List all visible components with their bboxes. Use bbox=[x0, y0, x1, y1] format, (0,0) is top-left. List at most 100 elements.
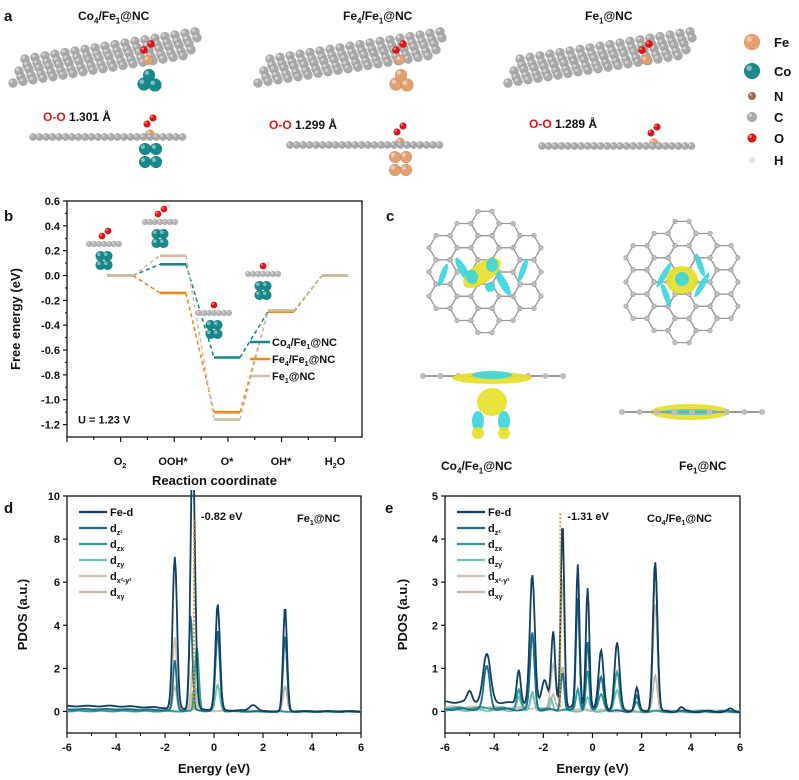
carbon-atom bbox=[759, 409, 765, 415]
isosurface-lobe bbox=[477, 388, 507, 416]
carbon-atom bbox=[475, 305, 481, 311]
panel-label-e: e bbox=[385, 500, 394, 517]
y-tick-label: 10 bbox=[48, 491, 60, 503]
carbon-atom bbox=[489, 330, 495, 336]
carbon-atom bbox=[489, 305, 495, 311]
structure-title-co4fe1: Co4/Fe1@NC bbox=[78, 9, 150, 26]
x-axis-label: Reaction coordinate bbox=[152, 473, 277, 488]
isosurface-lobe bbox=[675, 272, 689, 286]
legend-label: O bbox=[774, 131, 784, 146]
y-tick-label: 0.4 bbox=[45, 221, 61, 233]
legend-entry: dxy bbox=[79, 587, 125, 601]
carbon-atom bbox=[651, 230, 657, 237]
carbon-atom bbox=[468, 220, 474, 227]
carbon-atom bbox=[707, 279, 713, 285]
charge-density-fe1-side bbox=[619, 404, 765, 420]
x-category-label: OH* bbox=[271, 456, 293, 468]
carbon-atom bbox=[728, 315, 734, 321]
y-tick-label: 0.6 bbox=[45, 196, 60, 208]
graphene-side-view bbox=[286, 141, 444, 149]
fe-site-atom bbox=[394, 54, 406, 66]
carbon-atom bbox=[728, 243, 734, 249]
carbon-atom bbox=[475, 208, 481, 214]
graphene-top-view bbox=[503, 26, 697, 88]
oxygen-atom bbox=[149, 114, 157, 122]
carbon-ring bbox=[512, 234, 542, 261]
cluster-atom bbox=[149, 142, 163, 156]
carbon-atom bbox=[517, 233, 523, 239]
x-tick-label: 2 bbox=[639, 742, 645, 754]
pdos-curve-dx2-y2 bbox=[444, 579, 741, 714]
carbon-atom bbox=[686, 340, 692, 346]
plot-frame bbox=[66, 200, 363, 438]
carbon-atom bbox=[447, 305, 453, 311]
carbon-atom bbox=[454, 269, 460, 275]
intermediate-model bbox=[85, 227, 123, 271]
carbon-atom bbox=[538, 245, 544, 251]
carbon-atom bbox=[433, 257, 439, 263]
carbon-atom bbox=[672, 340, 678, 346]
pdos-curve-Fe-d bbox=[444, 527, 741, 714]
oxygen-atom bbox=[139, 46, 148, 55]
carbon-atom bbox=[510, 269, 516, 275]
legend-label: H bbox=[774, 153, 783, 168]
structures-panel-a bbox=[8, 26, 697, 177]
carbon-atom bbox=[531, 281, 537, 287]
panel-label-b: b bbox=[4, 208, 14, 225]
y-axis-label: PDOS (a.u.) bbox=[15, 579, 30, 651]
carbon-atom bbox=[531, 305, 537, 311]
legend-entry: dz² bbox=[79, 523, 123, 537]
x-tick-label: 4 bbox=[309, 742, 316, 754]
x-tick-label: -4 bbox=[489, 742, 500, 754]
carbon-atom bbox=[672, 243, 678, 249]
carbon-atom bbox=[707, 230, 713, 237]
carbon-ring bbox=[709, 269, 739, 295]
carbon-atom bbox=[517, 257, 523, 263]
carbon-atom bbox=[538, 293, 544, 299]
isosurface-lobe bbox=[472, 427, 484, 439]
carbon-atom bbox=[689, 409, 695, 415]
carbon-atom bbox=[496, 220, 502, 227]
y-tick-label: -1.2 bbox=[41, 420, 60, 432]
y-tick-label: 6 bbox=[54, 577, 60, 589]
carbon-atom bbox=[714, 315, 720, 321]
fe-atom-icon bbox=[743, 33, 761, 51]
carbon-atom bbox=[630, 291, 636, 297]
carbon-atom bbox=[454, 220, 460, 227]
y-tick-label: -0.2 bbox=[41, 295, 60, 307]
y-tick-label: -0.8 bbox=[41, 370, 60, 382]
y-tick-label: 4 bbox=[54, 620, 61, 632]
connector-line bbox=[132, 274, 161, 294]
carbon-atom bbox=[468, 317, 474, 324]
graphene-side-view bbox=[29, 133, 187, 141]
isosurface-lobe bbox=[661, 283, 671, 307]
cluster-atom bbox=[148, 78, 162, 92]
carbon-atom bbox=[433, 281, 439, 287]
legend-label: dz² bbox=[488, 523, 501, 537]
bond-length-co4fe1: O-O 1.301 Å bbox=[43, 110, 112, 124]
carbon-atom bbox=[644, 291, 650, 297]
legend-label: Co bbox=[774, 64, 791, 79]
carbon-atom bbox=[454, 245, 460, 251]
x-tick-label: -4 bbox=[111, 742, 122, 754]
legend-label: dzx bbox=[488, 539, 502, 553]
legend-label: Fe1@NC bbox=[272, 371, 315, 385]
carbon-ring bbox=[512, 283, 542, 310]
connector-line bbox=[293, 275, 323, 311]
carbon-atom bbox=[426, 293, 432, 299]
cluster-atom bbox=[137, 77, 151, 91]
x-tick-label: -6 bbox=[62, 742, 72, 754]
carbon-atom bbox=[447, 257, 453, 263]
y-tick-label: 3 bbox=[432, 577, 438, 589]
isosurface-lobe bbox=[485, 282, 495, 292]
carbon-atom bbox=[496, 245, 502, 251]
isosurface-lobe bbox=[498, 427, 510, 439]
cluster-atom bbox=[138, 142, 152, 156]
cluster-atom bbox=[399, 163, 413, 177]
isosurface-lobe bbox=[466, 270, 478, 284]
intermediate-model bbox=[195, 301, 233, 340]
o-atom-icon bbox=[747, 133, 757, 143]
oxygen-atom bbox=[653, 123, 661, 131]
carbon-atom bbox=[531, 233, 537, 239]
x-category-label: O2 bbox=[114, 456, 127, 470]
